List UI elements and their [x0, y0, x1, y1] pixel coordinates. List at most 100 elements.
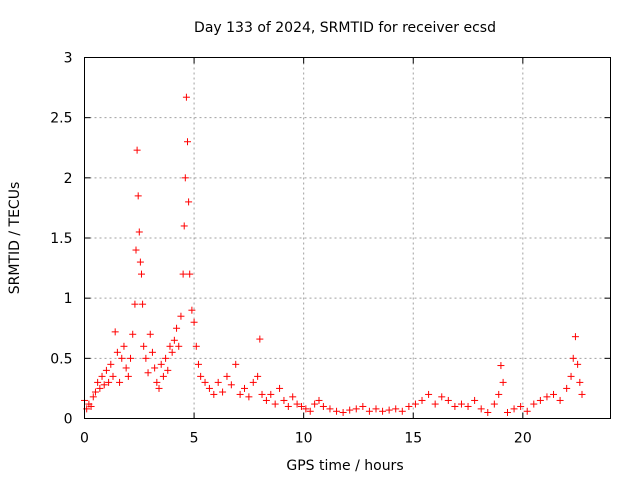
data-point: [182, 93, 190, 101]
data-point: [240, 384, 248, 392]
x-tick-label: 10: [295, 431, 313, 447]
y-tick-label: 0: [64, 412, 73, 428]
data-point: [223, 372, 231, 380]
data-point: [499, 378, 507, 386]
data-point: [175, 342, 183, 350]
data-point: [315, 396, 323, 404]
y-axis-label: SRMTID / TECUs: [7, 182, 23, 295]
data-point: [188, 306, 196, 314]
data-point: [142, 354, 150, 362]
data-point: [134, 192, 142, 200]
data-point: [319, 402, 327, 410]
data-point: [352, 405, 360, 413]
data-points: [81, 93, 586, 416]
x-tick-label: 5: [190, 431, 199, 447]
data-point: [297, 402, 305, 410]
data-point: [405, 402, 413, 410]
data-point: [574, 360, 582, 368]
data-point: [302, 405, 310, 413]
data-point: [425, 390, 433, 398]
data-point: [451, 402, 459, 410]
data-point: [571, 333, 579, 341]
data-point: [148, 348, 156, 356]
data-point: [311, 400, 319, 408]
data-point: [105, 378, 113, 386]
data-point: [293, 400, 301, 408]
data-point: [245, 393, 253, 401]
data-point: [372, 405, 380, 413]
data-point: [438, 393, 446, 401]
data-point: [484, 408, 492, 416]
data-point: [132, 246, 140, 254]
data-point: [517, 402, 525, 410]
data-point: [135, 228, 143, 236]
data-point: [567, 372, 575, 380]
data-point: [146, 330, 154, 338]
data-point: [249, 378, 257, 386]
data-point: [153, 378, 161, 386]
data-point: [578, 390, 586, 398]
data-point: [205, 384, 213, 392]
x-tick-label: 15: [404, 431, 422, 447]
data-point: [550, 390, 558, 398]
data-point: [497, 362, 505, 370]
data-point: [87, 402, 95, 410]
data-point: [192, 342, 200, 350]
data-point: [181, 174, 189, 182]
data-point: [256, 335, 264, 343]
data-point: [131, 300, 139, 308]
x-axis-label: GPS time / hours: [286, 458, 403, 474]
data-point: [118, 354, 126, 362]
data-point: [576, 378, 584, 386]
data-point: [271, 400, 279, 408]
data-point: [94, 378, 102, 386]
data-point: [289, 393, 297, 401]
data-point: [109, 372, 117, 380]
data-point: [411, 400, 419, 408]
y-tick-label: 1: [64, 291, 73, 307]
data-point: [111, 328, 119, 336]
grid-lines: [84, 57, 611, 419]
data-point: [179, 270, 187, 278]
data-point: [232, 360, 240, 368]
data-point: [133, 146, 141, 154]
y-tick-label: 0.5: [50, 351, 72, 367]
data-point: [120, 342, 128, 350]
data-point: [107, 360, 115, 368]
chart-title: Day 133 of 2024, SRMTID for receiver ecs…: [194, 20, 496, 36]
data-point: [236, 390, 244, 398]
data-point: [129, 330, 137, 338]
data-point: [144, 369, 152, 377]
data-point: [536, 396, 544, 404]
y-tick-label: 2.5: [50, 111, 72, 127]
y-tick-label: 1.5: [50, 231, 72, 247]
data-point: [503, 408, 511, 416]
data-point: [379, 407, 387, 415]
data-point: [173, 324, 181, 332]
data-point: [170, 336, 178, 344]
data-point: [227, 381, 235, 389]
data-point: [306, 407, 314, 415]
data-point: [333, 407, 341, 415]
data-point: [418, 396, 426, 404]
data-point: [267, 390, 275, 398]
data-point: [523, 407, 531, 415]
x-tick-label: 20: [514, 431, 532, 447]
data-point: [510, 405, 518, 413]
data-point: [495, 390, 503, 398]
y-tick-label: 3: [64, 51, 73, 67]
data-point: [184, 138, 192, 146]
data-point: [96, 384, 104, 392]
data-point: [136, 258, 144, 266]
axes: 0 5 10 15 20 0 0.5 1 1.5 2 2.5 3: [50, 51, 611, 447]
data-point: [155, 384, 163, 392]
data-point: [168, 348, 176, 356]
data-point: [151, 364, 159, 372]
data-point: [102, 366, 110, 374]
data-point: [190, 318, 198, 326]
data-point: [464, 402, 472, 410]
data-point: [385, 406, 393, 414]
data-point: [254, 372, 262, 380]
data-point: [556, 396, 564, 404]
data-point: [185, 198, 193, 206]
